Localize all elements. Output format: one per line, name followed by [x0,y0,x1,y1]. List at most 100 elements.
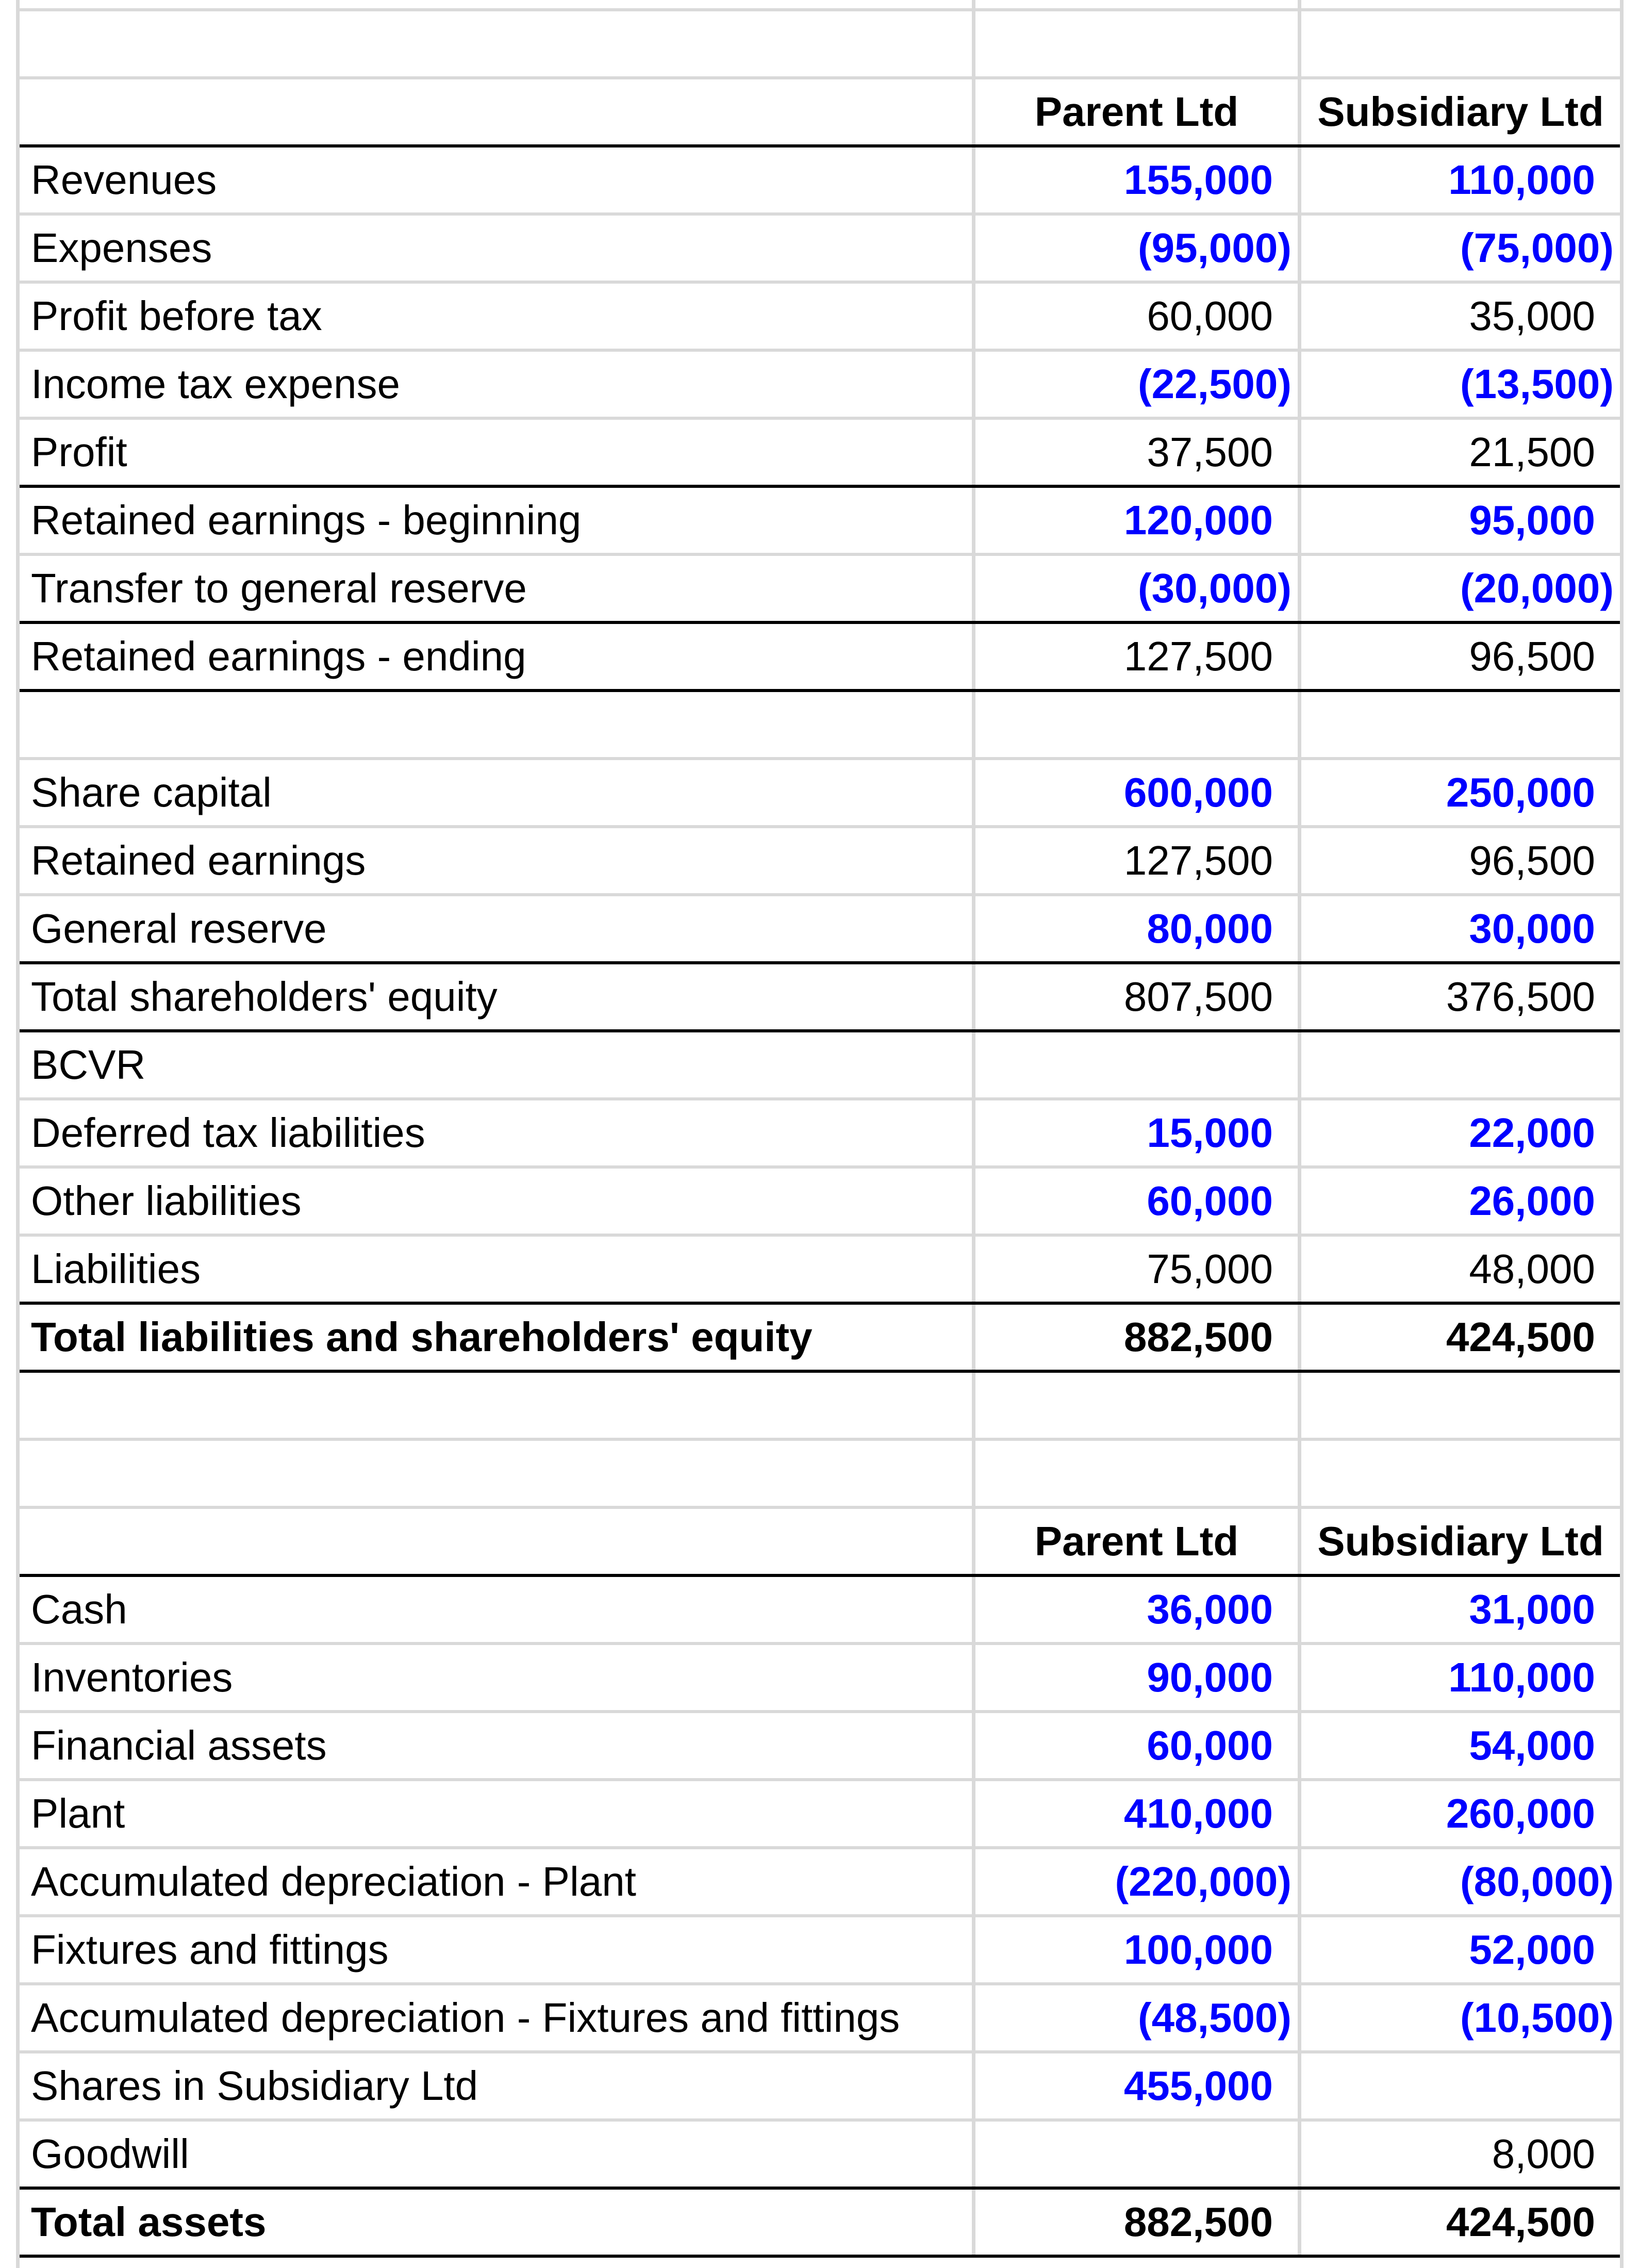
subsidiary-value[interactable]: (80,000) [1460,1859,1614,1904]
parent-value[interactable]: 120,000 [975,488,1301,553]
row-label[interactable]: Retained earnings - ending [20,624,975,689]
table-row: Profit before tax 60,000 35,000 [20,284,1620,352]
row-label[interactable]: Deferred tax liabilities [20,1100,975,1165]
row-label[interactable]: BCVR [20,1032,975,1097]
header-subsidiary[interactable]: Subsidiary Ltd [1317,1518,1604,1564]
subsidiary-value[interactable]: 22,000 [1469,1110,1595,1156]
parent-value[interactable]: 36,000 [975,1577,1301,1642]
header-parent[interactable]: Parent Ltd [975,79,1301,144]
row-label[interactable]: Transfer to general reserve [20,556,975,621]
parent-value[interactable]: 882,500 [975,1305,1301,1370]
row-label[interactable]: Revenues [20,147,975,212]
subsidiary-value[interactable]: 35,000 [1469,293,1595,339]
spacer-row [20,0,1620,11]
parent-value[interactable] [975,1032,1301,1097]
parent-value[interactable]: 37,500 [975,420,1301,485]
subsidiary-value[interactable]: (13,500) [1460,361,1614,407]
row-label[interactable]: Total liabilities and shareholders' equi… [20,1305,975,1370]
parent-value[interactable]: 127,500 [975,624,1301,689]
header-label-cell[interactable] [20,1509,975,1574]
row-label[interactable]: Retained earnings [20,828,975,893]
subsidiary-value[interactable]: 8,000 [1492,2131,1595,2177]
subsidiary-value[interactable]: (20,000) [1460,565,1614,611]
table-row-total: Total assets 882,500 424,500 [20,2190,1620,2258]
subsidiary-value[interactable]: 26,000 [1469,1178,1595,1224]
subsidiary-value[interactable]: 48,000 [1469,1246,1595,1292]
subsidiary-value[interactable]: 52,000 [1469,1927,1595,1973]
table-row-total: Total liabilities and shareholders' equi… [20,1305,1620,1373]
subsidiary-value[interactable] [1301,1032,1620,1097]
spreadsheet-grid: Parent Ltd Subsidiary Ltd Revenues 155,0… [16,0,1624,2268]
subsidiary-value[interactable]: 54,000 [1469,1722,1595,1768]
parent-value[interactable]: 60,000 [975,1169,1301,1234]
spacer-row [20,692,1620,760]
row-label[interactable]: Expenses [20,216,975,281]
subsidiary-value[interactable]: 424,500 [1446,2199,1595,2245]
row-label[interactable]: Goodwill [20,2122,975,2187]
row-label[interactable]: Shares in Subsidiary Ltd [20,2053,975,2118]
subsidiary-value[interactable]: 21,500 [1469,429,1595,475]
header-subsidiary[interactable]: Subsidiary Ltd [1317,89,1604,135]
subsidiary-value[interactable]: (10,500) [1460,1995,1614,2041]
parent-value[interactable]: 75,000 [975,1237,1301,1302]
row-label[interactable]: Plant [20,1781,975,1846]
row-label[interactable]: General reserve [20,896,975,961]
parent-value[interactable]: 807,500 [975,964,1301,1029]
table-row: Other liabilities 60,000 26,000 [20,1169,1620,1237]
row-label[interactable]: Total assets [20,2190,975,2255]
row-label[interactable]: Fixtures and fittings [20,1917,975,1982]
row-label[interactable]: Inventories [20,1645,975,1710]
parent-value[interactable]: 455,000 [975,2053,1301,2118]
subsidiary-value[interactable]: 95,000 [1469,497,1595,543]
table-row: Accumulated depreciation - Plant (220,00… [20,1849,1620,1917]
parent-value[interactable]: 60,000 [975,284,1301,349]
subsidiary-value[interactable]: 260,000 [1446,1790,1595,1836]
subsidiary-value[interactable]: 376,500 [1446,974,1595,1020]
row-label[interactable]: Liabilities [20,1237,975,1302]
table-row: Inventories 90,000 110,000 [20,1645,1620,1713]
subsidiary-value[interactable] [1301,2053,1620,2118]
parent-value[interactable]: 410,000 [975,1781,1301,1846]
parent-value[interactable]: 60,000 [975,1713,1301,1778]
subsidiary-value[interactable]: 96,500 [1469,633,1595,679]
subsidiary-value[interactable]: 424,500 [1446,1314,1595,1360]
row-label[interactable]: Financial assets [20,1713,975,1778]
parent-value[interactable]: 600,000 [975,760,1301,825]
subsidiary-value[interactable]: 250,000 [1446,769,1595,815]
parent-value[interactable]: (95,000) [975,216,1301,281]
parent-value[interactable]: (220,000) [975,1849,1301,1914]
row-label[interactable]: Accumulated depreciation - Fixtures and … [20,1985,975,2050]
row-label[interactable]: Income tax expense [20,352,975,417]
subsidiary-value[interactable]: 110,000 [1448,157,1595,203]
header-parent[interactable]: Parent Ltd [975,1509,1301,1574]
parent-value[interactable]: 80,000 [975,896,1301,961]
table-row: Revenues 155,000 110,000 [20,147,1620,216]
subsidiary-value[interactable]: 30,000 [1469,906,1595,951]
subsidiary-value[interactable]: 31,000 [1469,1586,1595,1632]
row-label[interactable]: Profit before tax [20,284,975,349]
row-label[interactable]: Accumulated depreciation - Plant [20,1849,975,1914]
subsidiary-value[interactable]: 96,500 [1469,837,1595,883]
subsidiary-value[interactable]: (75,000) [1460,225,1614,271]
row-label[interactable]: Other liabilities [20,1169,975,1234]
table-row: Plant 410,000 260,000 [20,1781,1620,1849]
header-label-cell[interactable] [20,79,975,144]
parent-value[interactable]: 90,000 [975,1645,1301,1710]
parent-value[interactable]: (30,000) [975,556,1301,621]
parent-value[interactable]: 127,500 [975,828,1301,893]
row-label[interactable]: Total shareholders' equity [20,964,975,1029]
parent-value[interactable]: (22,500) [975,352,1301,417]
parent-value[interactable]: (48,500) [975,1985,1301,2050]
table-row: Retained earnings 127,500 96,500 [20,828,1620,896]
table-row: Financial assets 60,000 54,000 [20,1713,1620,1781]
subsidiary-value[interactable]: 110,000 [1448,1654,1595,1700]
parent-value[interactable]: 15,000 [975,1100,1301,1165]
parent-value[interactable]: 882,500 [975,2190,1301,2255]
row-label[interactable]: Cash [20,1577,975,1642]
row-label[interactable]: Profit [20,420,975,485]
row-label[interactable]: Share capital [20,760,975,825]
parent-value[interactable]: 100,000 [975,1917,1301,1982]
parent-value[interactable] [975,2122,1301,2187]
row-label[interactable]: Retained earnings - beginning [20,488,975,553]
parent-value[interactable]: 155,000 [975,147,1301,212]
